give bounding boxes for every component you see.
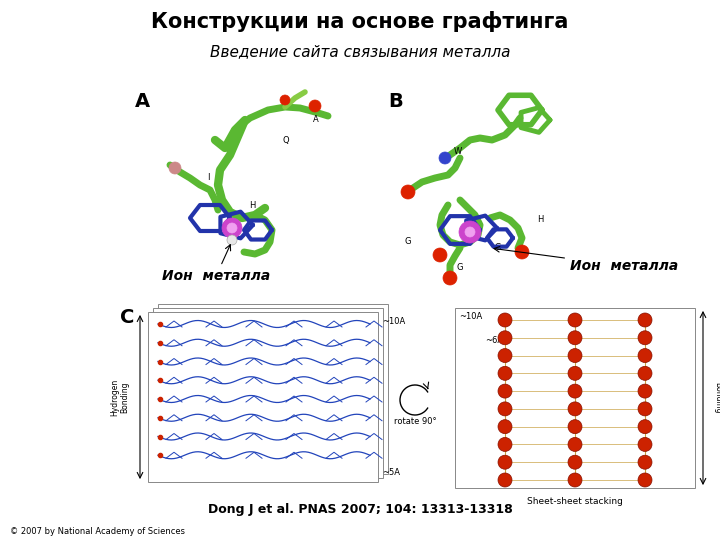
Text: H: H xyxy=(249,200,255,210)
Circle shape xyxy=(498,473,512,487)
Circle shape xyxy=(568,366,582,380)
Circle shape xyxy=(568,402,582,416)
Circle shape xyxy=(498,455,512,469)
Circle shape xyxy=(309,100,321,112)
Circle shape xyxy=(638,331,652,345)
Circle shape xyxy=(638,473,652,487)
Circle shape xyxy=(222,218,242,238)
Circle shape xyxy=(227,223,237,233)
Circle shape xyxy=(498,313,512,327)
Circle shape xyxy=(568,313,582,327)
Circle shape xyxy=(638,366,652,380)
Circle shape xyxy=(638,437,652,451)
Circle shape xyxy=(498,348,512,362)
Text: © 2007 by National Academy of Sciences: © 2007 by National Academy of Sciences xyxy=(10,528,185,537)
Circle shape xyxy=(280,95,290,105)
Circle shape xyxy=(638,384,652,398)
Circle shape xyxy=(515,245,529,259)
Circle shape xyxy=(568,455,582,469)
Circle shape xyxy=(568,331,582,345)
Circle shape xyxy=(498,366,512,380)
Text: ~10A: ~10A xyxy=(382,317,405,326)
Text: Hydrogen
Bonding: Hydrogen Bonding xyxy=(110,379,130,416)
Circle shape xyxy=(568,473,582,487)
Circle shape xyxy=(169,162,181,174)
Circle shape xyxy=(227,235,237,245)
Text: Введение сайта связывания металла: Введение сайта связывания металла xyxy=(210,44,510,59)
Text: Hydrogen
Bonding: Hydrogen Bonding xyxy=(714,380,720,417)
Circle shape xyxy=(498,384,512,398)
Text: I: I xyxy=(207,173,210,183)
Circle shape xyxy=(498,437,512,451)
Text: Q: Q xyxy=(283,136,289,145)
Text: Sheet-sheet stacking: Sheet-sheet stacking xyxy=(527,497,623,507)
Circle shape xyxy=(439,152,451,164)
Text: H: H xyxy=(537,215,543,225)
Text: Ион  металла: Ион металла xyxy=(494,247,678,273)
Text: Ион  металла: Ион металла xyxy=(162,245,270,283)
Circle shape xyxy=(638,402,652,416)
Text: W: W xyxy=(454,147,462,157)
Circle shape xyxy=(568,384,582,398)
Circle shape xyxy=(568,420,582,434)
Text: G: G xyxy=(405,238,411,246)
Text: ~10A: ~10A xyxy=(459,312,482,321)
Text: B: B xyxy=(388,92,402,111)
Circle shape xyxy=(401,185,415,199)
Text: A: A xyxy=(135,92,150,111)
Circle shape xyxy=(433,248,447,262)
Circle shape xyxy=(568,437,582,451)
Circle shape xyxy=(638,420,652,434)
Circle shape xyxy=(638,313,652,327)
Text: rotate 90°: rotate 90° xyxy=(394,417,436,427)
Text: Конструкции на основе графтинга: Конструкции на основе графтинга xyxy=(151,11,569,32)
FancyBboxPatch shape xyxy=(148,312,378,482)
FancyBboxPatch shape xyxy=(455,308,695,488)
Text: G: G xyxy=(495,244,501,253)
Circle shape xyxy=(638,455,652,469)
Text: C: C xyxy=(120,308,135,327)
Circle shape xyxy=(459,221,481,243)
Circle shape xyxy=(465,227,475,237)
FancyBboxPatch shape xyxy=(153,308,383,478)
Circle shape xyxy=(568,348,582,362)
Circle shape xyxy=(498,331,512,345)
FancyBboxPatch shape xyxy=(158,304,388,474)
Text: G: G xyxy=(456,264,463,273)
Text: ~5A: ~5A xyxy=(382,468,400,477)
Circle shape xyxy=(498,420,512,434)
Circle shape xyxy=(498,402,512,416)
Circle shape xyxy=(638,348,652,362)
Text: A: A xyxy=(313,116,319,125)
Circle shape xyxy=(443,271,457,285)
Text: ~6A: ~6A xyxy=(485,336,503,345)
Text: Dong J et al. PNAS 2007; 104: 13313-13318: Dong J et al. PNAS 2007; 104: 13313-1331… xyxy=(207,503,513,516)
